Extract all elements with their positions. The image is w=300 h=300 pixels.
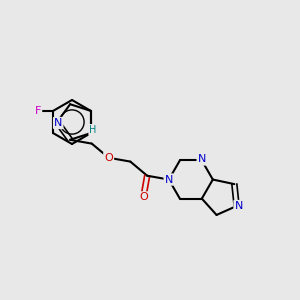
Text: O: O [104, 153, 113, 163]
Text: N: N [198, 154, 206, 164]
Text: N: N [235, 201, 243, 211]
Text: N: N [165, 175, 173, 184]
Text: N: N [54, 118, 62, 128]
Text: F: F [35, 106, 41, 116]
Text: H: H [89, 125, 97, 135]
Text: O: O [139, 192, 148, 203]
